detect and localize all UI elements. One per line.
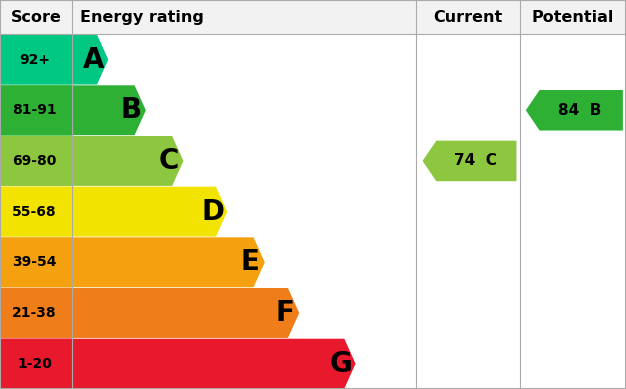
Text: Potential: Potential bbox=[531, 10, 614, 25]
Text: D: D bbox=[202, 198, 224, 226]
Text: 81-91: 81-91 bbox=[13, 103, 57, 117]
Text: C: C bbox=[159, 147, 179, 175]
Polygon shape bbox=[0, 288, 299, 338]
Text: 69-80: 69-80 bbox=[13, 154, 57, 168]
Text: 92+: 92+ bbox=[19, 53, 50, 67]
Polygon shape bbox=[526, 90, 623, 131]
Polygon shape bbox=[0, 35, 108, 84]
Text: F: F bbox=[275, 299, 294, 327]
Polygon shape bbox=[0, 187, 227, 237]
Bar bbox=[0, 186, 72, 237]
Polygon shape bbox=[0, 85, 146, 135]
Bar bbox=[0, 287, 72, 338]
Text: 21-38: 21-38 bbox=[13, 306, 57, 320]
Bar bbox=[0, 136, 72, 186]
Text: Energy rating: Energy rating bbox=[80, 10, 203, 25]
Text: E: E bbox=[241, 248, 260, 276]
Text: 55-68: 55-68 bbox=[13, 205, 57, 219]
Text: G: G bbox=[330, 350, 352, 378]
Polygon shape bbox=[0, 339, 356, 389]
Bar bbox=[0, 0, 626, 34]
Text: 74  C: 74 C bbox=[454, 153, 496, 168]
Bar bbox=[0, 34, 72, 85]
Text: 1-20: 1-20 bbox=[17, 357, 52, 371]
Polygon shape bbox=[0, 237, 265, 287]
Text: 39-54: 39-54 bbox=[13, 255, 57, 269]
Text: Score: Score bbox=[11, 10, 61, 25]
Text: 84  B: 84 B bbox=[558, 103, 602, 118]
Text: B: B bbox=[121, 96, 142, 124]
Bar bbox=[0, 237, 72, 287]
Bar bbox=[0, 85, 72, 136]
Bar bbox=[0, 338, 72, 389]
Text: A: A bbox=[83, 46, 105, 74]
Text: Current: Current bbox=[433, 10, 503, 25]
Polygon shape bbox=[423, 141, 516, 181]
Polygon shape bbox=[0, 136, 183, 186]
